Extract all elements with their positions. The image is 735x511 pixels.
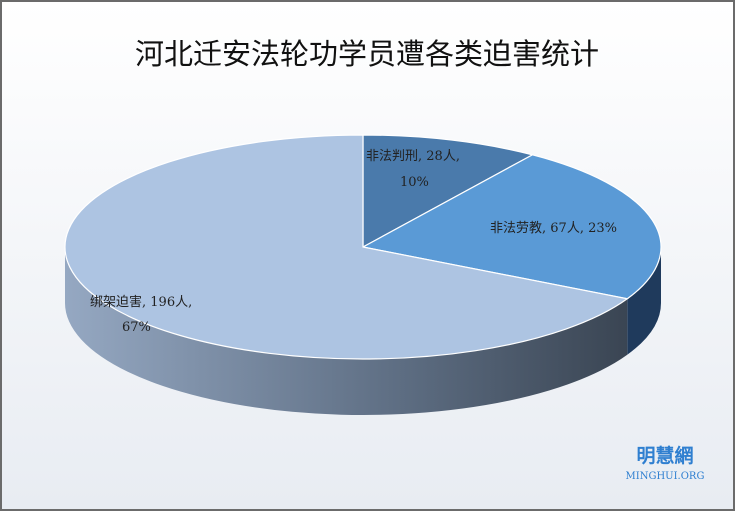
label-percent: 23% [588,221,617,236]
chart-title: 河北迁安法轮功学员遭各类迫害统计 [135,37,599,71]
label-percent: 67% [122,320,151,335]
label-value: 196人 [150,295,188,310]
slice [361,154,662,300]
labels: 非法判刑, 28人, 10%非法劳教, 67人, 23%绑架迫害, 196人, … [90,149,617,335]
data-label: 非法判刑, 28人, [366,149,460,164]
label-category: 非法判刑 [366,149,418,164]
pie [64,134,662,415]
label-category: 非法劳教 [490,220,542,236]
label-separator: , [542,221,550,236]
label-value: 67人 [550,221,580,236]
data-label: 绑架迫害, 196人, [90,294,192,310]
watermark-name: 明慧網 [636,444,693,467]
label-separator: , [188,295,192,310]
label-separator: , [580,221,588,236]
label-category: 绑架迫害 [90,294,142,310]
slice-side [65,247,628,415]
label-separator: , [142,295,150,310]
slice [64,134,629,360]
label-separator: , [418,149,426,164]
watermark-site: MINGHUI.ORG [626,471,705,482]
data-label: 非法劳教, 67人, 23% [490,220,617,236]
slice [362,134,535,249]
label-percent: 10% [400,175,429,190]
label-value: 28人 [426,149,456,164]
label-separator: , [456,149,460,164]
